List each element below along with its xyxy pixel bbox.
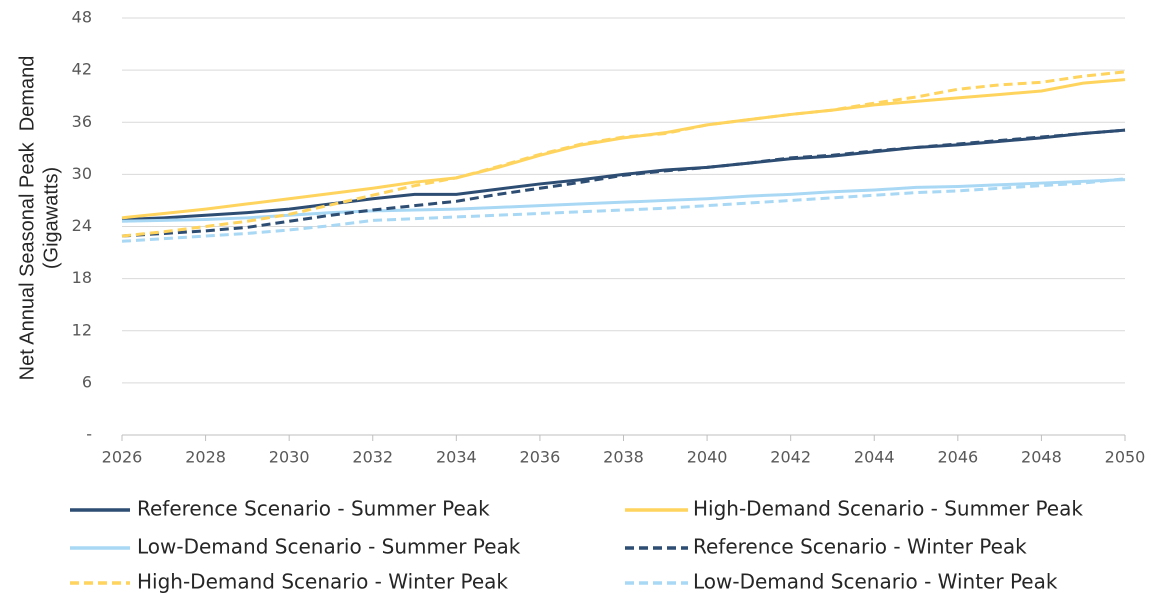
- series-line: [121, 128, 1126, 238]
- legend-label: High-Demand Scenario - Summer Peak: [693, 497, 1083, 521]
- x-tick-label: 2038: [603, 448, 644, 467]
- x-tick-label: 2044: [854, 448, 895, 467]
- y-tick-label: 12: [72, 320, 92, 339]
- series-line: [121, 70, 1126, 238]
- legend-label: Reference Scenario - Summer Peak: [137, 497, 490, 521]
- legend-label: Reference Scenario - Winter Peak: [693, 535, 1027, 559]
- y-tick-label: 6: [82, 372, 92, 391]
- legend-label: Low-Demand Scenario - Winter Peak: [693, 570, 1058, 594]
- y-tick-label: 48: [72, 8, 92, 27]
- y-axis-label: (Gigawatts): [40, 167, 62, 269]
- y-tick-label: 30: [72, 164, 92, 183]
- x-tick-label: 2040: [687, 448, 728, 467]
- y-tick-label: 24: [72, 216, 92, 235]
- x-tick-label: 2048: [1021, 448, 1062, 467]
- x-tick-label: 2026: [102, 448, 143, 467]
- x-tick-label: 2030: [269, 448, 310, 467]
- legend-label: Low-Demand Scenario - Summer Peak: [137, 535, 521, 559]
- x-tick-label: 2028: [185, 448, 226, 467]
- x-tick-label: 2050: [1105, 448, 1146, 467]
- y-tick-label: 36: [72, 112, 92, 131]
- legend-label: High-Demand Scenario - Winter Peak: [137, 570, 508, 594]
- series-line: [121, 78, 1126, 220]
- y-tick-label: -: [86, 425, 92, 444]
- x-tick-label: 2034: [436, 448, 477, 467]
- x-tick-label: 2036: [520, 448, 561, 467]
- y-axis-label: Net Annual Seasonal Peak Demand: [16, 56, 38, 381]
- x-tick-label: 2032: [352, 448, 393, 467]
- y-tick-label: 18: [72, 268, 92, 287]
- x-tick-label: 2046: [937, 448, 978, 467]
- y-tick-label: 42: [72, 60, 92, 79]
- x-tick-label: 2042: [770, 448, 811, 467]
